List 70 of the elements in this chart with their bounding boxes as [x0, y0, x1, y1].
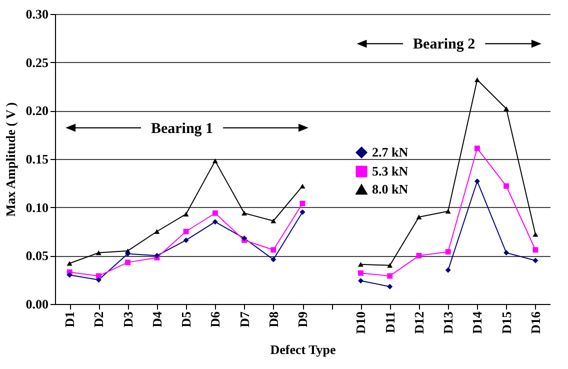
point	[96, 250, 102, 256]
y-tick-label: 0.30	[26, 6, 48, 22]
x-tick-label: D13	[440, 311, 456, 334]
x-tick-label: D8	[266, 311, 281, 328]
point	[300, 184, 306, 188]
point	[387, 284, 393, 290]
x-tick-label: D3	[120, 311, 136, 328]
point	[300, 209, 306, 215]
point	[212, 210, 218, 216]
point	[212, 219, 218, 225]
y-tick-label: 0.10	[26, 200, 48, 215]
legend-label: 2.7 kN	[372, 144, 409, 160]
legend-label: 5.3 kN	[372, 164, 409, 178]
point	[96, 273, 102, 279]
point	[125, 250, 131, 256]
x-tick-label: D7	[236, 311, 252, 328]
point	[300, 200, 306, 206]
y-axis-title: Max Amplitude ( V )	[2, 102, 18, 217]
point	[125, 260, 131, 266]
annotation: Bearing 2	[413, 36, 476, 53]
point	[66, 261, 72, 266]
x-tick-label: D4	[149, 311, 164, 328]
point	[445, 208, 451, 214]
x-tick-label: D2	[91, 312, 106, 328]
point	[358, 270, 364, 276]
point	[416, 214, 422, 220]
x-tick-label: D12	[411, 312, 426, 334]
x-tick-label: D11	[382, 312, 398, 334]
point	[474, 77, 480, 82]
annotation: Bearing 1	[150, 120, 214, 137]
x-tick-label: D16	[528, 311, 543, 334]
point	[183, 228, 189, 234]
y-tick-label: 0.25	[26, 54, 49, 70]
point	[416, 252, 422, 258]
point	[474, 146, 480, 152]
point	[445, 267, 451, 273]
point	[270, 256, 276, 262]
point	[270, 247, 276, 253]
legend-label: 8.0 kN	[372, 182, 409, 196]
point	[532, 247, 538, 253]
point	[358, 278, 364, 284]
point	[504, 250, 510, 256]
x-tick-label: D6	[208, 311, 223, 328]
point	[387, 273, 393, 279]
point	[445, 249, 451, 255]
point	[96, 277, 102, 283]
y-tick-label: 0.05	[26, 248, 49, 264]
point	[183, 212, 189, 216]
x-tick-label: D10	[353, 312, 368, 334]
point	[504, 106, 510, 112]
point	[242, 210, 248, 216]
point	[154, 229, 160, 234]
y-tick-label: 0.20	[26, 103, 48, 118]
x-tick-label: D15	[498, 311, 514, 334]
x-axis-title: Defect Type	[270, 342, 336, 357]
point	[387, 262, 393, 268]
y-tick-label: 0.15	[26, 152, 49, 166]
x-tick-label: D1	[62, 312, 78, 328]
point	[212, 158, 218, 164]
point	[532, 258, 538, 264]
point	[66, 272, 72, 278]
x-tick-label: D14	[470, 311, 485, 334]
point	[474, 178, 480, 184]
x-tick-label: D5	[178, 311, 194, 328]
point	[504, 183, 510, 189]
x-tick-label: D9	[295, 311, 310, 328]
point	[183, 237, 189, 243]
point	[270, 218, 276, 224]
point	[532, 232, 538, 237]
y-tick-label: 0.00	[26, 296, 48, 312]
